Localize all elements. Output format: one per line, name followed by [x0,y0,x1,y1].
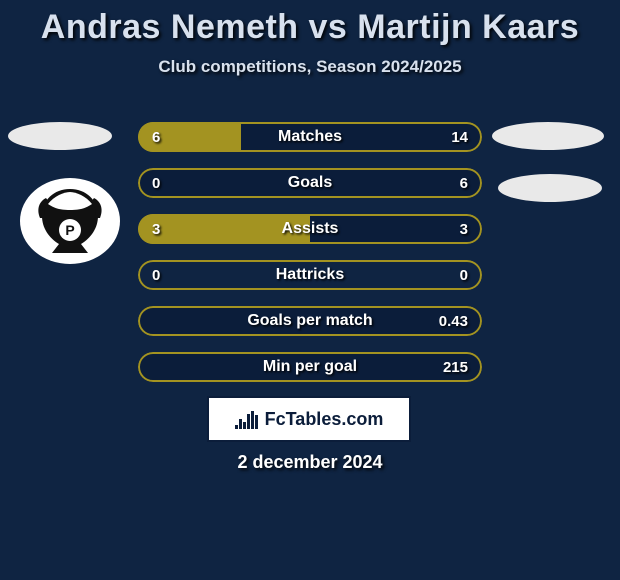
stat-value-left: 3 [152,214,160,244]
stat-fill-right [138,306,482,336]
stat-label: Hattricks [138,260,482,290]
player-left-badge-1 [8,122,112,150]
stat-value-right: 3 [460,214,468,244]
stat-value-left: 0 [152,260,160,290]
snapshot-date: 2 december 2024 [0,452,620,473]
fctables-logo: FcTables.com [207,396,411,442]
stat-fill-left [138,214,310,244]
stat-fill-right [138,168,482,198]
stat-value-right: 6 [460,168,468,198]
stat-value-right: 0 [460,260,468,290]
page-subtitle: Club competitions, Season 2024/2025 [0,47,620,77]
stat-row: 0 0Hattricks [138,260,482,290]
stat-fill-right [310,214,482,244]
logo-bars-icon [235,409,259,429]
stats-comparison: 614Matches06Goals33Assists00Hattricks0.4… [138,122,482,398]
stat-fill-right [138,352,482,382]
club-crest-left: P [20,178,120,264]
stat-row: 614Matches [138,122,482,152]
stat-row: 0.43Goals per match [138,306,482,336]
player-right-badge-2 [498,174,602,202]
page-title: Andras Nemeth vs Martijn Kaars [0,0,620,47]
stat-value-right: 14 [451,122,468,152]
stat-value-left: 6 [152,122,160,152]
stat-value-right: 215 [443,352,468,382]
stat-row-border [138,260,482,290]
stat-fill-right [241,122,482,152]
stat-value-right: 0.43 [439,306,468,336]
stat-row: 06Goals [138,168,482,198]
player-right-badge-1 [492,122,604,150]
stat-value-left: 0 [152,168,160,198]
logo-text: FcTables.com [265,409,384,430]
svg-text:P: P [65,222,74,238]
stat-row: 215Min per goal [138,352,482,382]
stat-row: 33Assists [138,214,482,244]
